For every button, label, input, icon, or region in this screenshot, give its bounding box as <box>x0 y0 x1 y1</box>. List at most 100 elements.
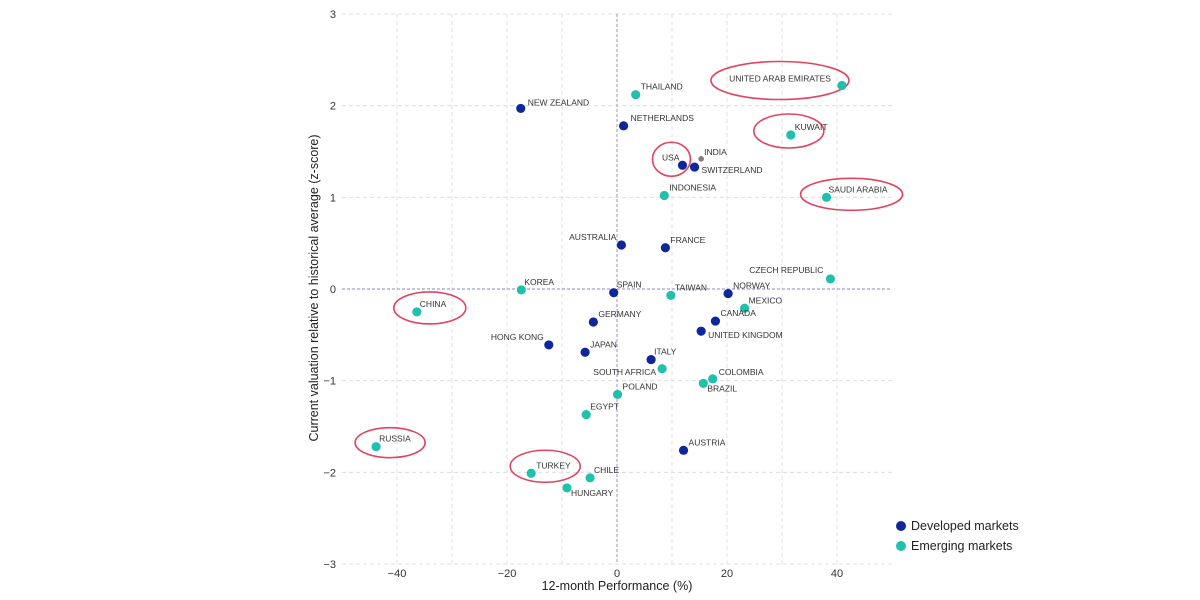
x-tick-label: −20 <box>498 568 517 580</box>
point-label-switzerland: SWITZERLAND <box>702 165 763 175</box>
point-hungary <box>562 483 572 493</box>
point-south-africa <box>657 364 667 374</box>
point-label-japan: JAPAN <box>590 339 617 349</box>
point-canada <box>710 316 721 326</box>
x-tick-label: 40 <box>831 568 843 580</box>
point-japan <box>580 347 590 357</box>
point-italy <box>646 354 656 365</box>
point-united-arab-emirates <box>837 80 847 91</box>
point-label-kuwait: KUWAIT <box>795 122 828 132</box>
grid-layer <box>342 13 892 565</box>
point-label-norway: NORWAY <box>733 281 770 291</box>
point-saudi-arabia <box>821 192 832 202</box>
highlight-layer <box>354 60 904 484</box>
y-tick-label: −1 <box>323 376 336 388</box>
point-germany <box>588 317 598 327</box>
y-tick-label: 2 <box>330 101 336 113</box>
legend-label-emerging: Emerging markets <box>911 539 1012 553</box>
point-label-france: FRANCE <box>670 235 705 245</box>
point-label-south-africa: SOUTH AFRICA <box>593 367 656 377</box>
highlight-ellipse-usa <box>651 141 692 178</box>
point-label-czech-republic: CZECH REPUBLIC <box>749 265 823 275</box>
point-label-hungary: HUNGARY <box>571 488 614 498</box>
x-tick-label: 20 <box>721 568 733 580</box>
y-axis-label: Current valuation relative to historical… <box>307 134 321 441</box>
x-axis-label: 12-month Performance (%) <box>542 579 693 593</box>
y-tick-label: 0 <box>330 284 336 296</box>
point-label-australia: AUSTRALIA <box>569 232 617 242</box>
highlight-ellipse-turkey <box>509 449 582 484</box>
legend-marker-emerging <box>896 541 906 551</box>
point-labels-layer: NEW ZEALAND NETHERLANDS USA SWITZERLAND AUST… <box>379 74 888 498</box>
point-chile <box>585 473 595 483</box>
point-label-spain: SPAIN <box>617 280 642 290</box>
point-russia <box>371 442 381 452</box>
y-tick-label: −2 <box>323 467 336 479</box>
point-label-poland: POLAND <box>623 381 658 391</box>
point-label-india: INDIA <box>704 147 727 157</box>
point-china <box>412 307 422 317</box>
point-france <box>660 243 671 253</box>
point-austria <box>678 445 689 455</box>
highlight-ellipse-kuwait <box>752 113 825 149</box>
point-label-usa: USA <box>662 152 680 162</box>
ticks-layer: −40 −20 0 20 40 −3 −2 −1 0 1 2 3 <box>323 9 843 580</box>
point-label-hong-kong: HONG KONG <box>491 332 544 342</box>
highlight-ellipse-russia <box>354 426 426 459</box>
legend-marker-developed <box>896 521 906 531</box>
point-label-netherlands: NETHERLANDS <box>631 113 695 123</box>
legend-label-developed: Developed markets <box>911 519 1019 533</box>
point-label-colombia: COLOMBIA <box>719 367 764 377</box>
point-united-kingdom <box>696 326 706 336</box>
points-layer <box>371 80 847 493</box>
highlight-ellipse-saudi-arabia <box>799 177 904 212</box>
y-tick-label: 3 <box>330 9 336 21</box>
x-tick-label: −40 <box>388 568 407 580</box>
point-taiwan <box>666 290 676 301</box>
point-label-united-kingdom: UNITED KINGDOM <box>708 330 783 340</box>
point-label-thailand: THAILAND <box>641 82 683 92</box>
point-switzerland <box>689 162 700 172</box>
point-label-turkey: TURKEY <box>536 460 571 470</box>
point-brazil <box>698 378 708 389</box>
y-tick-label: −3 <box>323 559 336 571</box>
x-tick-label: 0 <box>614 568 620 580</box>
highlight-ellipse-united-arab-emirates <box>710 60 850 101</box>
point-label-indonesia: INDONESIA <box>669 183 716 193</box>
point-mexico <box>740 303 750 313</box>
point-new-zealand <box>516 103 526 114</box>
point-usa <box>677 160 688 170</box>
point-colombia <box>708 374 718 384</box>
point-poland <box>612 389 623 400</box>
y-tick-label: 1 <box>330 192 336 204</box>
point-netherlands <box>619 121 629 131</box>
point-label-taiwan: TAIWAN <box>675 282 707 292</box>
point-turkey <box>526 468 536 478</box>
point-label-korea: KOREA <box>524 277 554 287</box>
point-label-germany: GERMANY <box>598 309 641 319</box>
point-label-brazil: BRAZIL <box>707 383 737 393</box>
point-label-canada: CANADA <box>720 308 756 318</box>
point-india <box>698 156 704 162</box>
point-thailand <box>631 90 641 100</box>
point-hong-kong <box>544 340 554 350</box>
point-indonesia <box>659 190 669 201</box>
point-egypt <box>581 409 591 420</box>
point-label-new-zealand: NEW ZEALAND <box>528 97 589 107</box>
point-label-italy: ITALY <box>654 347 677 357</box>
point-label-egypt: EGYPT <box>590 402 619 412</box>
point-label-saudi-arabia: SAUDI ARABIA <box>829 184 888 194</box>
point-korea <box>516 285 526 295</box>
point-label-mexico: MEXICO <box>749 295 783 305</box>
highlight-ellipse-china <box>392 291 467 325</box>
point-label-united-arab-emirates: UNITED ARAB EMIRATES <box>729 74 831 84</box>
point-spain <box>609 288 619 298</box>
point-norway <box>723 288 733 299</box>
point-label-russia: RUSSIA <box>379 434 411 444</box>
point-label-chile: CHILE <box>594 465 619 475</box>
point-czech-republic <box>825 274 836 284</box>
point-label-austria: AUSTRIA <box>689 437 726 447</box>
point-label-china: CHINA <box>420 299 447 309</box>
legend: Developed markets Emerging markets <box>896 519 1019 553</box>
